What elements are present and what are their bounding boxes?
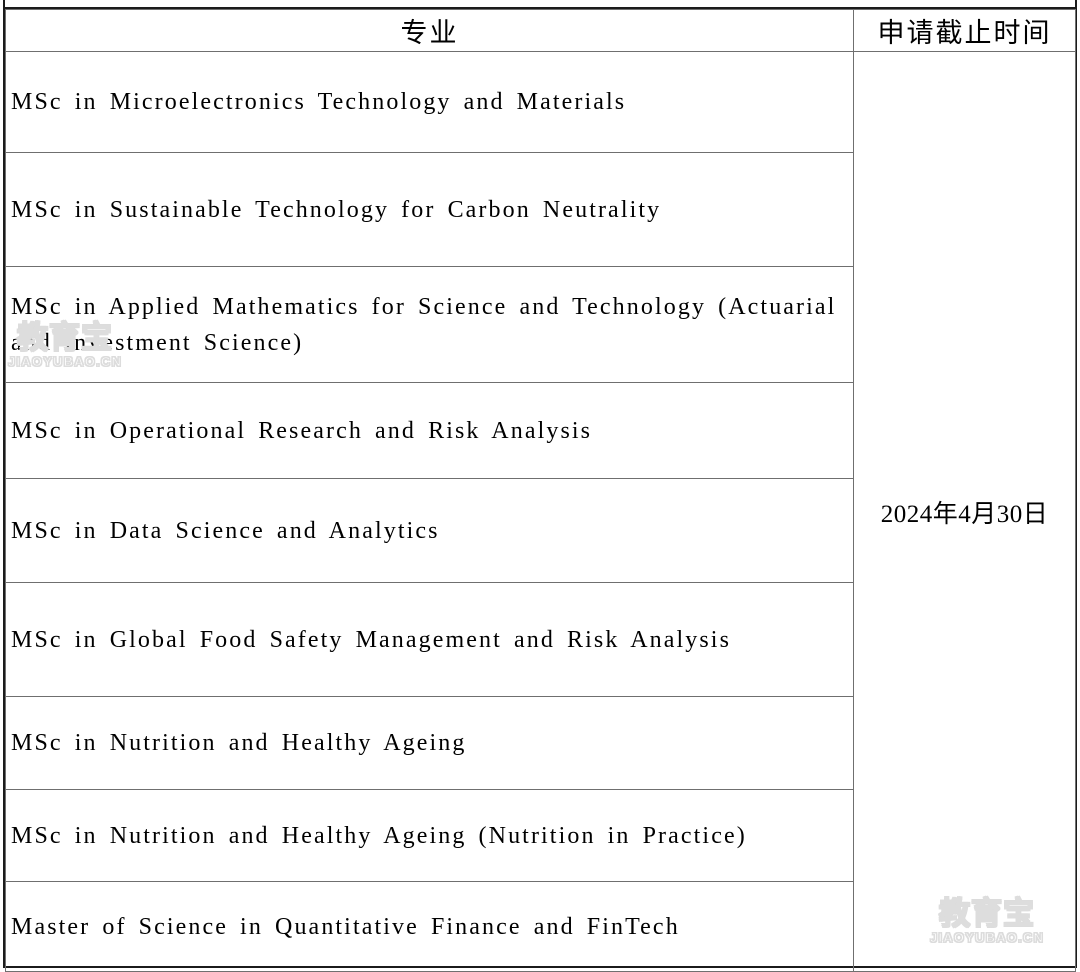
program-name-text: Master of Science in Quantitative Financ… [11,913,680,940]
cell-program-name: MSc in Microelectronics Technology and M… [5,51,854,153]
cell-program-name: MSc in Applied Mathematics for Science a… [5,266,854,383]
program-name-text: MSc in Data Science and Analytics [11,517,440,544]
table-row: MSc in Global Food Safety Management and… [5,582,1076,697]
program-name-text: MSc in Nutrition and Healthy Ageing [11,730,467,756]
column-header-deadline: 申请截止时间 [853,9,1076,52]
cell-program-name: MSc in Operational Research and Risk Ana… [5,382,854,479]
cell-program-name: MSc in Data Science and Analytics [5,478,854,583]
cell-program-name: MSc in Nutrition and Healthy Ageing [5,696,854,790]
table-row: MSc in Nutrition and Healthy Ageing [5,696,1076,790]
cell-program-name: Master of Science in Quantitative Financ… [5,881,854,972]
table-row: MSc in Sustainable Technology for Carbon… [5,152,1076,267]
program-name-text: MSc in Global Food Safety Management and… [11,626,732,653]
program-name-text: MSc in Nutrition and Healthy Ageing (Nut… [11,822,747,849]
application-deadline-text: 2024年4月30日 [880,500,1049,528]
table-row: MSc in Data Science and Analytics [5,478,1076,583]
cell-application-deadline: 2024年4月30日 [853,51,1076,972]
program-name-text: MSc in Sustainable Technology for Carbon… [11,196,662,223]
program-name-text: MSc in Microelectronics Technology and M… [11,89,627,115]
program-name-text: MSc in Operational Research and Risk Ana… [11,417,593,444]
deadline-table-container: 专业 申请截止时间 MSc in Microelectronics Techno… [3,7,1077,972]
table-top-sliver [3,0,1077,7]
table-header-row: 专业 申请截止时间 [5,9,1076,52]
table-row: Master of Science in Quantitative Financ… [5,881,1076,972]
table-row: MSc in Microelectronics Technology and M… [5,51,1076,972]
cell-program-name: MSc in Nutrition and Healthy Ageing (Nut… [5,789,854,882]
program-name-text: MSc in Applied Mathematics for Science a… [11,293,837,356]
cell-program-name: MSc in Sustainable Technology for Carbon… [5,152,854,267]
column-header-major: 专业 [5,9,854,52]
application-deadline-table: 专业 申请截止时间 MSc in Microelectronics Techno… [5,9,1076,972]
cell-program-name: MSc in Global Food Safety Management and… [5,582,854,697]
table-row: MSc in Nutrition and Healthy Ageing (Nut… [5,789,1076,882]
table-row: MSc in Applied Mathematics for Science a… [5,266,1076,383]
table-row: MSc in Operational Research and Risk Ana… [5,382,1076,479]
